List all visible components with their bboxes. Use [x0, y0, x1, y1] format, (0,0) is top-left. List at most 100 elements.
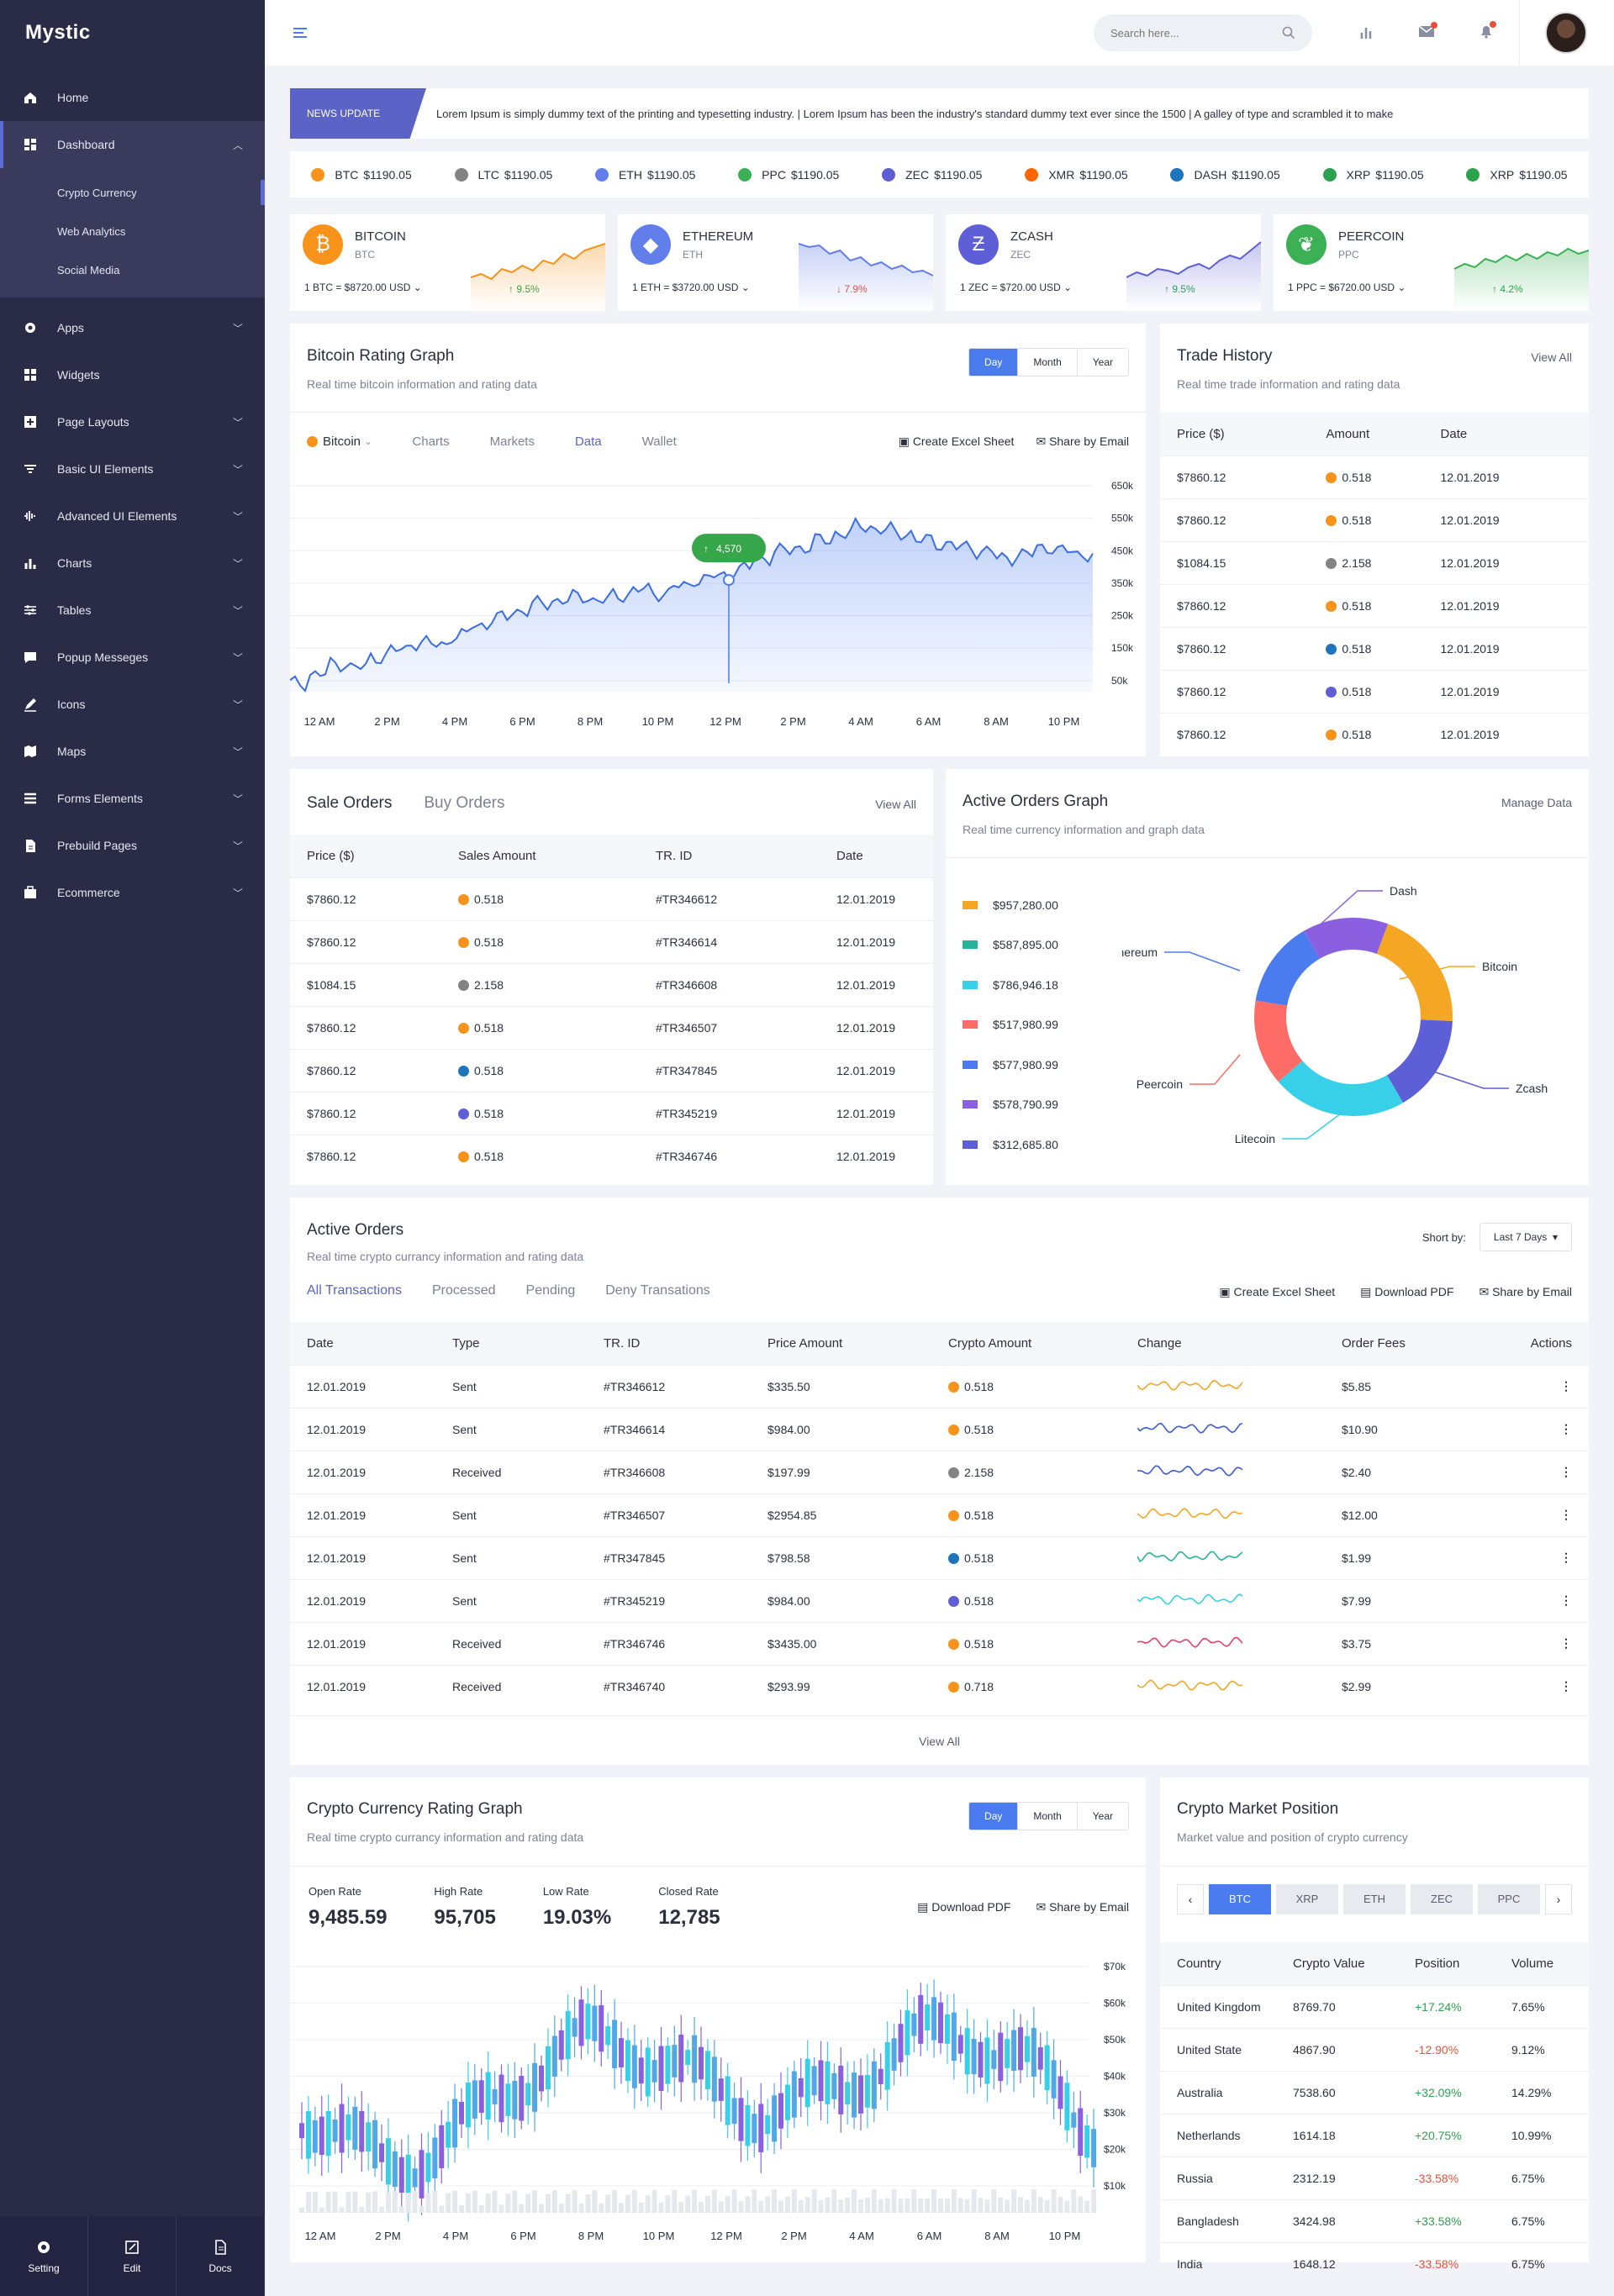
ticker-item[interactable]: XRP $1190.05 [1466, 167, 1568, 182]
bell-icon[interactable] [1479, 21, 1496, 42]
table-row[interactable]: Bangladesh 3424.98 +33.58% 6.75% [1160, 2199, 1589, 2242]
tab-data[interactable]: Data [574, 434, 602, 449]
period-month-button[interactable]: Month [1017, 349, 1076, 376]
table-row[interactable]: India 1648.12 -33.58% 6.75% [1160, 2241, 1589, 2285]
table-row[interactable]: $7860.12 0.518 12.01.2019 [1160, 583, 1589, 627]
market-tab-btc[interactable]: BTC [1209, 1884, 1271, 1914]
sidebar-item-dashboard[interactable]: Dashboard ︿ [0, 121, 265, 168]
table-row[interactable]: 12.01.2019 Sent #TR346507 $2954.85 0.518 $12.… [290, 1493, 1589, 1536]
table-row[interactable]: 12.01.2019 Received #TR346740 $293.99 0.718 $… [290, 1664, 1589, 1708]
donut-slice[interactable] [1278, 1061, 1403, 1116]
sort-dropdown[interactable]: Last 7 Days ▾ [1479, 1223, 1572, 1251]
tab-wallet[interactable]: Wallet [641, 434, 677, 449]
market-tab-xrp[interactable]: XRP [1276, 1884, 1338, 1914]
manage-data-link[interactable]: Manage Data [1501, 796, 1572, 809]
ticker-item[interactable]: DASH $1190.05 [1170, 167, 1280, 182]
table-row[interactable]: $7860.12 0.518 #TR347845 12.01.2019 [290, 1048, 933, 1092]
table-row[interactable]: $7860.12 0.518 12.01.2019 [1160, 712, 1589, 756]
prev-button[interactable]: ‹ [1177, 1884, 1204, 1914]
create-excel-button[interactable]: ▣ Create Excel Sheet [898, 434, 1015, 448]
search-input[interactable] [1110, 26, 1282, 39]
donut-slice[interactable] [1254, 1000, 1303, 1082]
sidebar-item-apps[interactable]: Apps ﹀ [0, 304, 265, 351]
more-vertical-icon[interactable]: ⋮ [1560, 1465, 1572, 1478]
period-month-button[interactable]: Month [1017, 1803, 1076, 1830]
download-pdf-button[interactable]: ▤ Download PDF [917, 1900, 1011, 1914]
sidebar-item-ecommerce[interactable]: Ecommerce ﹀ [0, 869, 265, 916]
more-vertical-icon[interactable]: ⋮ [1560, 1636, 1572, 1650]
ticker-item[interactable]: ETH $1190.05 [595, 167, 695, 182]
table-row[interactable]: United State 4867.90 -12.90% 9.12% [1160, 2027, 1589, 2071]
market-tab-ppc[interactable]: PPC [1478, 1884, 1540, 1914]
table-row[interactable]: 12.01.2019 Received #TR346608 $197.99 2.158 $… [290, 1450, 1589, 1493]
more-vertical-icon[interactable]: ⋮ [1560, 1551, 1572, 1564]
mail-icon[interactable] [1418, 22, 1437, 41]
menu-toggle-icon[interactable] [292, 26, 310, 39]
user-avatar[interactable] [1545, 12, 1587, 54]
table-row[interactable]: Australia 7538.60 +32.09% 14.29% [1160, 2070, 1589, 2114]
table-row[interactable]: $7860.12 0.518 #TR346746 12.01.2019 [290, 1134, 933, 1177]
table-row[interactable]: $7860.12 0.518 12.01.2019 [1160, 669, 1589, 713]
search-box[interactable] [1094, 14, 1312, 51]
market-tab-eth[interactable]: ETH [1343, 1884, 1406, 1914]
view-all-link[interactable]: View All [1531, 350, 1572, 364]
tab-buy-orders[interactable]: Buy Orders [424, 794, 505, 812]
setting-button[interactable]: Setting [0, 2216, 88, 2296]
table-row[interactable]: 12.01.2019 Sent #TR346612 $335.50 0.518 $5.85… [290, 1364, 1589, 1408]
share-email-button[interactable]: ✉ Share by Email [1036, 1900, 1129, 1914]
ticker-item[interactable]: XMR $1190.05 [1025, 167, 1128, 182]
donut-slice[interactable] [1387, 1019, 1453, 1103]
period-day-button[interactable]: Day [969, 1803, 1018, 1830]
table-row[interactable]: 12.01.2019 Sent #TR345219 $984.00 0.518 $7.99… [290, 1578, 1589, 1622]
period-year-button[interactable]: Year [1076, 349, 1128, 376]
view-all-button[interactable]: View All [290, 1715, 1589, 1748]
more-vertical-icon[interactable]: ⋮ [1560, 1422, 1572, 1435]
search-icon[interactable] [1282, 26, 1295, 39]
sidebar-item-maps[interactable]: Maps ﹀ [0, 728, 265, 775]
tab-all-transactions[interactable]: All Transactions [307, 1283, 402, 1298]
table-row[interactable]: $7860.12 0.518 #TR346614 12.01.2019 [290, 919, 933, 963]
coin-rate-dropdown[interactable]: 1 ZEC = $720.00 USD ⌄ [960, 282, 1073, 293]
tab-markets[interactable]: Markets [489, 434, 535, 449]
table-row[interactable]: United Kingdom 8769.70 +17.24% 7.65% [1160, 1984, 1589, 2028]
more-vertical-icon[interactable]: ⋮ [1560, 1679, 1572, 1693]
donut-slice[interactable] [1304, 918, 1389, 959]
table-row[interactable]: Netherlands 1614.18 +20.75% 10.99% [1160, 2113, 1589, 2156]
period-day-button[interactable]: Day [969, 349, 1018, 376]
market-tab-zec[interactable]: ZEC [1411, 1884, 1473, 1914]
table-row[interactable]: $7860.12 0.518 #TR346507 12.01.2019 [290, 1005, 933, 1049]
ticker-item[interactable]: PPC $1190.05 [738, 167, 839, 182]
sidebar-item-icons[interactable]: Icons ﹀ [0, 681, 265, 728]
brand-logo[interactable]: Mystic [25, 21, 91, 44]
ticker-item[interactable]: XRP $1190.05 [1322, 167, 1424, 182]
more-vertical-icon[interactable]: ⋮ [1560, 1593, 1572, 1607]
sidebar-item-basic-ui-elements[interactable]: Basic UI Elements ﹀ [0, 445, 265, 492]
coin-rate-dropdown[interactable]: 1 BTC = $8720.00 USD ⌄ [304, 282, 422, 293]
ticker-item[interactable]: BTC $1190.05 [311, 167, 412, 182]
more-vertical-icon[interactable]: ⋮ [1560, 1379, 1572, 1393]
table-row[interactable]: $7860.12 0.518 #TR345219 12.01.2019 [290, 1091, 933, 1135]
table-row[interactable]: 12.01.2019 Received #TR346746 $3435.00 0.518… [290, 1621, 1589, 1665]
table-row[interactable]: $7860.12 0.518 #TR346612 12.01.2019 [290, 877, 933, 920]
sidebar-item-home[interactable]: Home [0, 74, 265, 121]
table-row[interactable]: $7860.12 0.518 12.01.2019 [1160, 455, 1589, 498]
sidebar-item-prebuild-pages[interactable]: Prebuild Pages ﹀ [0, 822, 265, 869]
donut-slice[interactable] [1255, 930, 1320, 1006]
table-row[interactable]: $1084.15 2.158 #TR346608 12.01.2019 [290, 962, 933, 1006]
table-row[interactable]: $7860.12 0.518 12.01.2019 [1160, 498, 1589, 541]
table-row[interactable]: 12.01.2019 Sent #TR346614 $984.00 0.518 $10.9… [290, 1407, 1589, 1451]
tab-deny[interactable]: Deny Transations [605, 1283, 710, 1298]
table-row[interactable]: $7860.12 0.518 12.01.2019 [1160, 626, 1589, 670]
sidebar-item-widgets[interactable]: Widgets [0, 351, 265, 398]
submenu-item[interactable]: Web Analytics [57, 224, 126, 238]
sidebar-item-popup-messeges[interactable]: Popup Messeges ﹀ [0, 634, 265, 681]
table-row[interactable]: $1084.15 2.158 12.01.2019 [1160, 540, 1589, 584]
ticker-item[interactable]: ZEC $1190.05 [882, 167, 982, 182]
sidebar-item-advanced-ui-elements[interactable]: Advanced UI Elements ﹀ [0, 492, 265, 540]
docs-button[interactable]: Docs [177, 2216, 265, 2296]
edit-button[interactable]: Edit [88, 2216, 177, 2296]
